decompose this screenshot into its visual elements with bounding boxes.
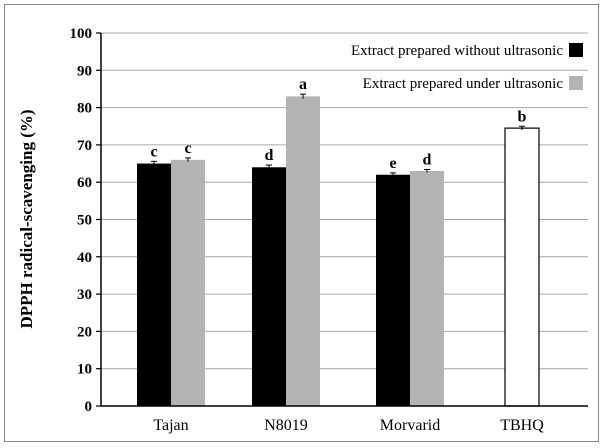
- y-tick-labels: 0 10 20 30 40 50 60 70 80 90 100: [70, 26, 101, 415]
- y-tick-label: 90: [77, 63, 92, 79]
- legend-label: Extract prepared without ultrasonic: [351, 43, 563, 59]
- bar: [376, 174, 410, 406]
- significance-label: d: [265, 147, 274, 164]
- significance-label: c: [184, 140, 191, 157]
- x-tick-label: Morvarid: [380, 417, 440, 434]
- y-tick-label: 80: [77, 101, 92, 117]
- legend-swatch: [569, 76, 583, 90]
- y-tick-label: 30: [77, 287, 92, 303]
- x-tick-labels: Tajan N8019 Morvarid TBHQ: [153, 417, 544, 434]
- y-tick-label: 70: [77, 138, 92, 154]
- significance-label: a: [299, 76, 307, 93]
- y-tick-label: 100: [70, 26, 93, 42]
- significance-label: b: [518, 108, 527, 125]
- bar: [171, 159, 205, 406]
- x-tick-label: Tajan: [153, 417, 188, 434]
- bars: c c d a e d b: [137, 76, 540, 407]
- y-tick-label: 10: [77, 362, 92, 378]
- legend: Extract prepared without ultrasonic Extra…: [351, 43, 583, 92]
- y-tick-label: 40: [77, 250, 92, 266]
- legend-swatch: [569, 43, 583, 57]
- bar: [252, 167, 286, 406]
- bar: [137, 163, 171, 406]
- significance-label: c: [150, 143, 157, 160]
- bar: [286, 96, 320, 406]
- significance-label: e: [389, 155, 396, 172]
- x-tick-label: TBHQ: [500, 417, 544, 434]
- y-tick-label: 0: [85, 399, 93, 415]
- y-tick-label: 60: [77, 175, 92, 191]
- significance-label: d: [423, 152, 432, 169]
- bar: [504, 127, 540, 407]
- y-tick-label: 20: [77, 324, 92, 340]
- legend-label: Extract prepared under ultrasonic: [363, 76, 564, 92]
- y-axis-label: DPPH radical-scavenging (%): [17, 109, 36, 328]
- y-tick-label: 50: [77, 213, 92, 229]
- x-tick-label: N8019: [264, 417, 308, 434]
- bar: [410, 171, 444, 406]
